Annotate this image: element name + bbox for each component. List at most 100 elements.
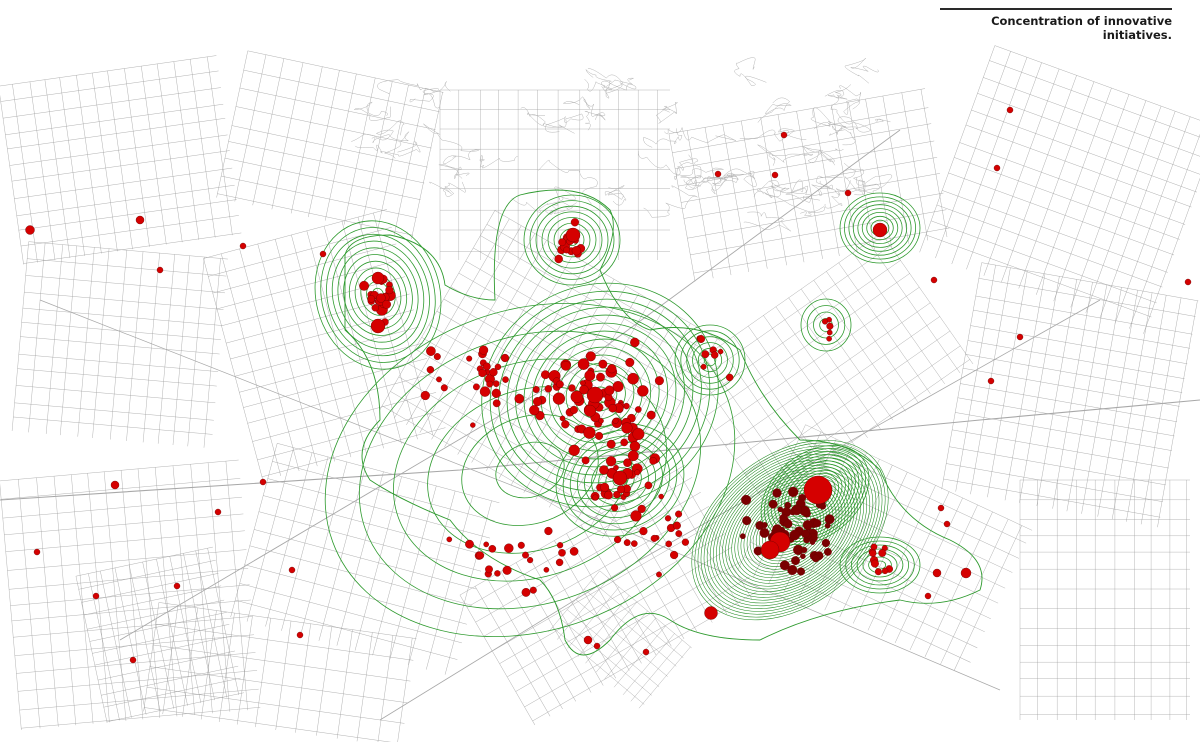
- initiative-point: [561, 360, 571, 371]
- initiative-point: [629, 441, 641, 452]
- initiative-point: [759, 528, 770, 538]
- initiative-point: [446, 536, 453, 543]
- initiative-point: [608, 404, 617, 413]
- initiative-point: [568, 384, 576, 392]
- initiative-point: [987, 377, 995, 385]
- contour-line: [845, 540, 915, 590]
- initiative-point: [612, 417, 619, 424]
- initiative-point: [654, 376, 664, 386]
- initiative-point: [259, 478, 267, 486]
- initiative-point: [554, 254, 563, 264]
- initiative-point: [580, 380, 586, 386]
- initiative-point: [631, 540, 638, 547]
- initiative-point: [637, 504, 646, 514]
- initiative-point: [924, 592, 932, 600]
- initiative-point: [482, 362, 491, 371]
- initiative-point: [606, 439, 616, 449]
- initiative-point: [371, 271, 385, 285]
- initiative-point: [797, 567, 806, 576]
- contour-line: [562, 429, 678, 531]
- initiative-point: [632, 428, 645, 441]
- contour-line: [709, 456, 871, 604]
- initiative-point: [665, 540, 673, 548]
- initiative-point: [623, 458, 632, 468]
- initiative-point: [466, 355, 473, 362]
- initiative-point: [650, 534, 658, 542]
- initiative-point: [826, 329, 833, 336]
- initiative-point: [579, 385, 589, 395]
- initiative-point: [780, 131, 788, 139]
- initiative-point: [426, 346, 436, 356]
- initiative-point: [772, 488, 782, 498]
- contour-line: [697, 445, 883, 615]
- initiative-point: [791, 504, 802, 516]
- initiative-point: [844, 189, 852, 197]
- initiative-point: [599, 465, 609, 475]
- initiative-point: [584, 404, 597, 417]
- initiative-point: [802, 520, 813, 530]
- initiative-point: [514, 393, 525, 404]
- contour-line: [674, 324, 746, 396]
- initiative-point: [577, 358, 590, 370]
- initiative-point: [789, 529, 800, 541]
- initiative-point: [610, 504, 619, 512]
- initiative-point: [869, 549, 877, 557]
- initiative-point: [359, 280, 369, 291]
- contour-line: [857, 208, 903, 248]
- initiative-point: [543, 567, 550, 573]
- initiative-point: [821, 538, 831, 548]
- contour-line: [331, 240, 425, 350]
- contour-line: [734, 479, 846, 581]
- initiative-point: [156, 266, 164, 274]
- initiative-point: [382, 299, 391, 309]
- initiative-point: [526, 556, 534, 564]
- contour-line: [686, 336, 734, 384]
- initiative-point: [787, 565, 798, 576]
- initiative-point: [824, 514, 835, 525]
- initiative-point: [993, 164, 1001, 172]
- initiative-point: [502, 376, 509, 383]
- contour-line: [722, 467, 858, 593]
- initiative-point: [492, 399, 501, 408]
- initiative-point: [822, 318, 829, 325]
- initiative-point: [494, 363, 502, 371]
- initiative-point: [592, 494, 599, 501]
- initiative-point: [813, 519, 822, 528]
- initiative-point: [370, 318, 386, 334]
- initiative-point: [532, 386, 540, 394]
- contour-line: [535, 205, 609, 275]
- initiative-point: [483, 541, 490, 548]
- initiative-point: [809, 539, 816, 545]
- initiative-point: [569, 547, 579, 556]
- initiative-point: [605, 456, 617, 467]
- initiative-point: [585, 351, 596, 362]
- contour-line: [461, 414, 599, 526]
- initiative-point: [612, 470, 628, 486]
- initiative-point: [800, 553, 806, 560]
- contour-line: [839, 536, 921, 594]
- initiative-point: [872, 222, 888, 238]
- initiative-point: [529, 405, 540, 416]
- initiative-point: [870, 559, 879, 568]
- initiative-point: [500, 353, 510, 363]
- contour-line: [764, 448, 866, 542]
- initiative-point: [1006, 106, 1014, 114]
- initiative-point: [803, 475, 833, 505]
- initiative-point: [742, 516, 752, 526]
- initiative-point: [436, 376, 442, 383]
- initiative-point: [486, 380, 494, 388]
- initiative-point: [470, 422, 476, 428]
- initiative-point: [714, 170, 722, 178]
- initiative-point: [779, 560, 790, 571]
- initiative-point: [613, 535, 622, 544]
- initiative-point: [561, 420, 570, 429]
- initiative-point: [672, 521, 681, 530]
- initiative-point: [502, 565, 512, 575]
- initiative-point: [658, 493, 664, 500]
- initiative-point: [777, 506, 784, 513]
- initiative-point: [296, 631, 304, 639]
- initiative-point: [623, 402, 630, 410]
- initiative-point: [319, 250, 327, 258]
- initiative-point: [522, 551, 529, 559]
